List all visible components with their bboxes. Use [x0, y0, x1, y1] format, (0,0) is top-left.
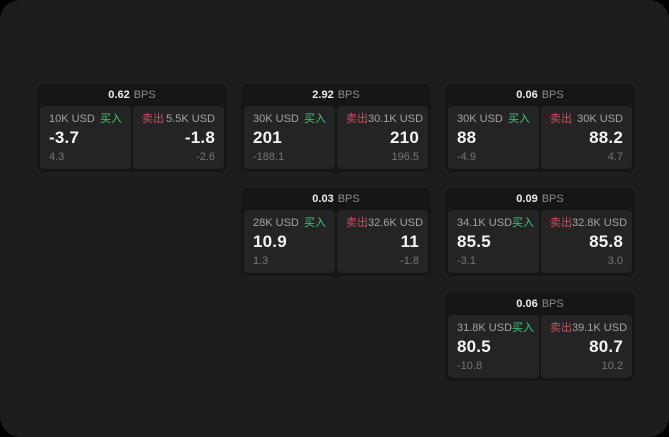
sell-delta: -1.8: [400, 255, 419, 267]
sell-price: -1.8: [184, 128, 215, 147]
sell-price: 85.8: [589, 232, 623, 251]
quote-card: 0.06 BPS 30K USD 买入 88 -4.9 卖出 30K USD 8…: [445, 84, 635, 172]
spread-value: 2.92: [312, 89, 334, 101]
quote-panels: 31.8K USD 买入 80.5 -10.8 卖出 39.1K USD 80.…: [448, 315, 632, 378]
sell-amount: 32.8K USD: [572, 217, 628, 229]
sell-amount: 30K USD: [577, 113, 623, 125]
spread-unit-label: BPS: [337, 89, 360, 101]
sell-button[interactable]: 卖出: [550, 113, 572, 125]
spread-unit-label: BPS: [541, 298, 564, 310]
spread-value: 0.06: [516, 89, 538, 101]
sell-delta: 4.7: [607, 151, 623, 163]
sell-delta: -2.6: [196, 151, 215, 163]
buy-button[interactable]: 买入: [512, 322, 535, 334]
buy-amount: 34.1K USD: [457, 217, 513, 229]
spread-header: 0.06 BPS: [445, 293, 635, 315]
spread-value: 0.62: [108, 89, 130, 101]
sell-amount: 5.5K USD: [166, 113, 215, 125]
spread-value: 0.09: [516, 193, 538, 205]
sell-button[interactable]: 卖出: [346, 113, 368, 125]
sell-quote-tile[interactable]: 卖出 32.6K USD 11 -1.8: [337, 210, 428, 273]
spread-unit-label: BPS: [541, 193, 564, 205]
sell-amount: 30.1K USD: [368, 113, 424, 125]
spread-unit-label: BPS: [337, 193, 360, 205]
buy-button[interactable]: 买入: [100, 113, 122, 125]
buy-button[interactable]: 买入: [512, 217, 535, 229]
buy-price: 201: [253, 128, 282, 147]
buy-price: 80.5: [457, 337, 491, 356]
sell-quote-tile[interactable]: 卖出 32.8K USD 85.8 3.0: [541, 210, 632, 273]
sell-quote-tile[interactable]: 卖出 5.5K USD -1.8 -2.6: [133, 106, 224, 169]
sell-quote-tile[interactable]: 卖出 39.1K USD 80.7 10.2: [541, 315, 632, 378]
buy-price: -3.7: [49, 128, 80, 147]
sell-delta: 196.5: [391, 151, 419, 163]
spread-unit-label: BPS: [133, 89, 156, 101]
sell-quote-tile[interactable]: 卖出 30K USD 88.2 4.7: [541, 106, 632, 169]
buy-quote-tile[interactable]: 10K USD 买入 -3.7 4.3: [40, 106, 131, 169]
sell-amount: 39.1K USD: [572, 322, 628, 334]
sell-amount: 32.6K USD: [368, 217, 424, 229]
spread-header: 0.62 BPS: [37, 84, 227, 106]
spread-header: 0.09 BPS: [445, 188, 635, 210]
quote-card: 2.92 BPS 30K USD 买入 201 -188.1 卖出 30.1K …: [241, 84, 431, 172]
buy-delta: -188.1: [253, 151, 285, 163]
sell-price: 11: [400, 232, 419, 251]
buy-amount: 10K USD: [49, 113, 95, 125]
quote-panels: 30K USD 买入 88 -4.9 卖出 30K USD 88.2 4.7: [448, 106, 632, 169]
buy-price: 85.5: [457, 232, 491, 251]
buy-button[interactable]: 买入: [304, 217, 326, 229]
quote-card: 0.62 BPS 10K USD 买入 -3.7 4.3 卖出 5.5K USD…: [37, 84, 227, 172]
sell-price: 210: [390, 128, 419, 147]
quote-card: 0.06 BPS 31.8K USD 买入 80.5 -10.8 卖出 39.1…: [445, 293, 635, 381]
buy-price: 88: [457, 128, 477, 147]
buy-quote-tile[interactable]: 28K USD 买入 10.9 1.3: [244, 210, 335, 273]
sell-price: 88.2: [589, 128, 623, 147]
buy-amount: 28K USD: [253, 217, 299, 229]
buy-quote-tile[interactable]: 31.8K USD 买入 80.5 -10.8: [448, 315, 539, 378]
buy-amount: 31.8K USD: [457, 322, 513, 334]
buy-button[interactable]: 买入: [304, 113, 326, 125]
sell-button[interactable]: 卖出: [142, 113, 164, 125]
quote-panels: 28K USD 买入 10.9 1.3 卖出 32.6K USD 11 -1.8: [244, 210, 428, 273]
sell-button[interactable]: 卖出: [550, 217, 572, 229]
quote-card: 0.03 BPS 28K USD 买入 10.9 1.3 卖出 32.6K US…: [241, 188, 431, 276]
sell-button[interactable]: 卖出: [550, 322, 572, 334]
quote-panels: 10K USD 买入 -3.7 4.3 卖出 5.5K USD -1.8 -2.…: [40, 106, 224, 169]
buy-delta: -3.1: [457, 255, 476, 267]
buy-quote-tile[interactable]: 30K USD 买入 201 -188.1: [244, 106, 335, 169]
quote-card: 0.09 BPS 34.1K USD 买入 85.5 -3.1 卖出 32.8K…: [445, 188, 635, 276]
sell-delta: 3.0: [607, 255, 623, 267]
buy-amount: 30K USD: [457, 113, 503, 125]
buy-price: 10.9: [253, 232, 287, 251]
spread-unit-label: BPS: [541, 89, 564, 101]
buy-quote-tile[interactable]: 34.1K USD 买入 85.5 -3.1: [448, 210, 539, 273]
spread-header: 0.06 BPS: [445, 84, 635, 106]
buy-quote-tile[interactable]: 30K USD 买入 88 -4.9: [448, 106, 539, 169]
sell-delta: 10.2: [601, 360, 623, 372]
quote-panels: 34.1K USD 买入 85.5 -3.1 卖出 32.8K USD 85.8…: [448, 210, 632, 273]
sell-button[interactable]: 卖出: [346, 217, 368, 229]
spread-header: 2.92 BPS: [241, 84, 431, 106]
buy-button[interactable]: 买入: [508, 113, 530, 125]
spread-value: 0.03: [312, 193, 334, 205]
buy-delta: -10.8: [457, 360, 483, 372]
buy-delta: 4.3: [49, 151, 65, 163]
buy-delta: 1.3: [253, 255, 269, 267]
buy-delta: -4.9: [457, 151, 476, 163]
spread-value: 0.06: [516, 298, 538, 310]
buy-amount: 30K USD: [253, 113, 299, 125]
quote-panels: 30K USD 买入 201 -188.1 卖出 30.1K USD 210 1…: [244, 106, 428, 169]
sell-quote-tile[interactable]: 卖出 30.1K USD 210 196.5: [337, 106, 428, 169]
spread-header: 0.03 BPS: [241, 188, 431, 210]
sell-price: 80.7: [589, 337, 623, 356]
